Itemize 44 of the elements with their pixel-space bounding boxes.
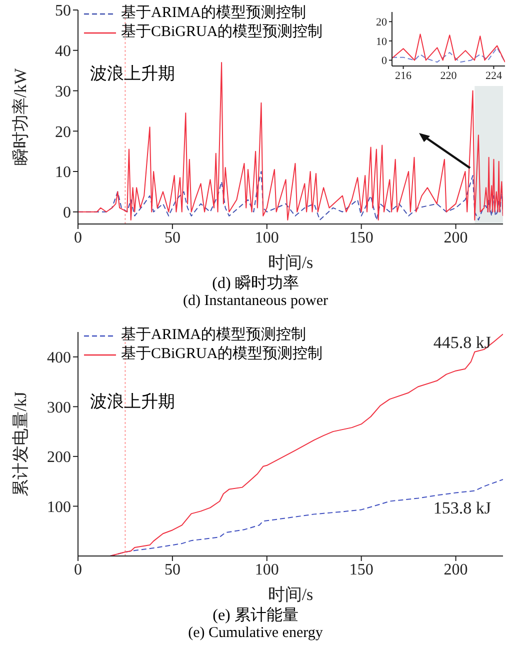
y-tick-label: 50 xyxy=(55,2,71,20)
annotation: 波浪上升期 xyxy=(90,63,175,85)
legend-label: 基于CBiGRUA的模型预测控制 xyxy=(121,345,323,364)
x-axis-title: 时间/s xyxy=(268,253,314,272)
line-series xyxy=(392,47,505,63)
x-tick-label: 150 xyxy=(349,229,374,246)
text: (d) Instantaneous power xyxy=(182,293,329,310)
y-tick-label: 10 xyxy=(376,36,388,48)
x-tick-label: 50 xyxy=(164,229,180,246)
annotation: 波浪上升期 xyxy=(90,391,175,413)
y-tick-label: 30 xyxy=(55,83,71,100)
annotation: 153.8 kJ xyxy=(433,498,492,518)
x-tick-label: 200 xyxy=(444,229,468,246)
x-tick-label: 0 xyxy=(74,561,82,578)
y-tick-label: 20 xyxy=(55,124,71,141)
legend-label: 基于ARIMA的模型预测控制 xyxy=(121,4,306,23)
legend-label: 基于ARIMA的模型预测控制 xyxy=(121,326,306,345)
y-tick-label: 40 xyxy=(55,43,71,60)
y-tick-label: 0 xyxy=(63,204,71,222)
y-tick-label: 20 xyxy=(376,16,388,29)
x-axis-title: 时间/s xyxy=(268,585,314,604)
y-tick-label: 400 xyxy=(47,350,71,367)
x-tick-label: 200 xyxy=(444,561,468,578)
text: (d) 瞬时功率 xyxy=(211,274,300,294)
line-series xyxy=(392,34,505,63)
annotation: 445.8 kJ xyxy=(433,333,492,352)
x-tick-label: 220 xyxy=(440,70,458,82)
y-tick-label: 0 xyxy=(382,55,388,68)
y-axis-title: 瞬时功率/kW xyxy=(11,67,30,166)
y-tick-label: 100 xyxy=(47,498,71,516)
y-tick-label: 300 xyxy=(47,399,71,416)
y-tick-label: 10 xyxy=(55,164,71,182)
x-tick-label: 224 xyxy=(485,70,502,82)
x-tick-label: 100 xyxy=(254,561,279,578)
y-axis-title: 累计发电量/kJ xyxy=(11,391,30,496)
x-tick-label: 100 xyxy=(254,229,279,246)
text: (e) 累计能量 xyxy=(212,606,300,626)
y-tick-label: 200 xyxy=(47,449,71,466)
x-tick-label: 150 xyxy=(349,561,374,578)
legend-label: 基于CBiGRUA的模型预测控制 xyxy=(121,23,323,42)
x-tick-label: 216 xyxy=(395,70,412,82)
x-tick-label: 0 xyxy=(74,229,82,246)
x-tick-label: 50 xyxy=(164,561,180,578)
text: (e) Cumulative energy xyxy=(187,625,324,642)
